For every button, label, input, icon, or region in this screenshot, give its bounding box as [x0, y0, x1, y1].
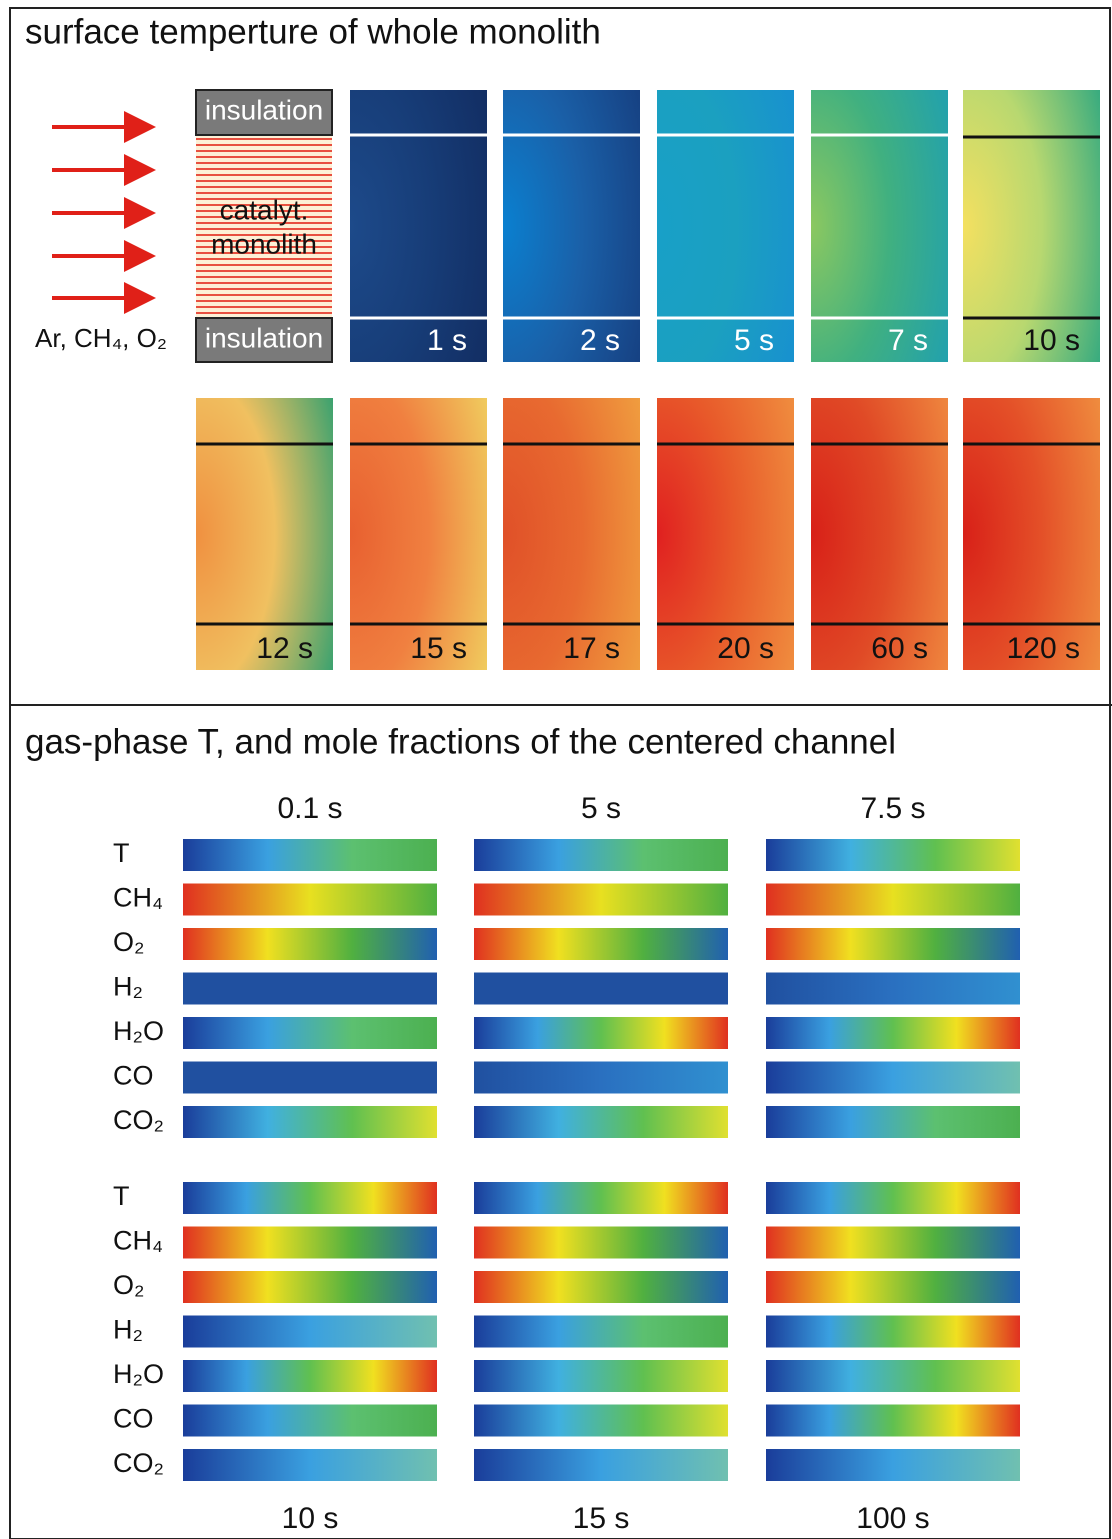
channel-field: [183, 1449, 437, 1481]
channel-field: [474, 1404, 728, 1437]
channel-field: [183, 1315, 437, 1348]
time-label: 20 s: [717, 632, 774, 665]
channel-field: [183, 1360, 437, 1392]
channel-field: [183, 1017, 437, 1049]
surface-snapshot: [657, 90, 794, 362]
insulation-top: [195, 89, 333, 136]
monolith-label: monolith: [211, 228, 317, 259]
time-label: 7.5 s: [860, 792, 925, 825]
channel-field: [766, 883, 1020, 916]
channel-field: [766, 1360, 1020, 1392]
channel-field: [766, 1449, 1020, 1481]
surface-snapshot: [350, 90, 487, 362]
time-label: 5 s: [734, 324, 774, 357]
top-title: surface temperture of whole monolith: [25, 12, 601, 51]
species-label: O₂: [113, 927, 144, 957]
channel-field: [474, 1182, 728, 1214]
species-label: H₂: [113, 1315, 143, 1345]
channel-field: [766, 1404, 1020, 1437]
surface-snapshot: [350, 398, 487, 670]
channel-field: [474, 1106, 728, 1138]
species-label: CO₂: [113, 1448, 164, 1478]
channel-field: [183, 1106, 437, 1138]
species-label: H₂O: [113, 1359, 164, 1389]
time-label: 5 s: [581, 792, 621, 825]
inflow-arrows: [52, 111, 156, 314]
channel-field: [474, 1271, 728, 1303]
channel-field: [474, 883, 728, 916]
channel-field: [474, 928, 728, 960]
species-label: CO: [113, 1404, 154, 1434]
channel-field: [183, 1404, 437, 1437]
time-label: 10 s: [282, 1502, 339, 1535]
surface-snapshot: [196, 398, 333, 670]
monolith: [196, 135, 332, 318]
inflow-label: Ar, CH₄, O₂: [35, 323, 167, 353]
species-label: CO₂: [113, 1105, 164, 1135]
channel-field: [474, 1315, 728, 1348]
channel-field: [766, 839, 1020, 871]
surface-snapshot: [503, 90, 640, 362]
monolith-label: catalyt.: [220, 194, 309, 225]
channel-field: [183, 883, 437, 916]
channel-field: [766, 1182, 1020, 1214]
surface-snapshot: [503, 398, 640, 670]
time-label: 7 s: [888, 324, 928, 357]
time-label: 2 s: [580, 324, 620, 357]
channel-field: [766, 1271, 1020, 1303]
insulation-label: insulation: [205, 94, 323, 125]
channel-field: [183, 1271, 437, 1303]
species-label: O₂: [113, 1270, 144, 1300]
species-label: H₂: [113, 972, 143, 1002]
channel-field: [183, 972, 437, 1005]
channel-field: [183, 1226, 437, 1259]
channel-field: [183, 928, 437, 960]
species-label: T: [113, 1181, 130, 1211]
channel-field: [474, 1360, 728, 1392]
time-label: 12 s: [256, 632, 313, 665]
frame: [9, 7, 1111, 1539]
surface-snapshot: [657, 398, 794, 670]
channel-field: [766, 972, 1020, 1005]
species-label: CH₄: [113, 883, 163, 913]
channel-field: [766, 1061, 1020, 1094]
time-label: 17 s: [563, 632, 620, 665]
surface-snapshot: [811, 90, 948, 362]
time-label: 1 s: [427, 324, 467, 357]
time-label: 10 s: [1023, 324, 1080, 357]
channel-field: [766, 1226, 1020, 1259]
insulation-label: insulation: [205, 322, 323, 353]
time-label: 15 s: [573, 1502, 630, 1535]
channel-field: [766, 1106, 1020, 1138]
channel-field: [474, 1226, 728, 1259]
species-label: H₂O: [113, 1016, 164, 1046]
surface-snapshot: [963, 90, 1100, 362]
species-label: CO: [113, 1061, 154, 1091]
bottom-title: gas-phase T, and mole fractions of the c…: [25, 722, 896, 761]
channel-field: [183, 839, 437, 871]
channel-field: [474, 972, 728, 1005]
species-label: T: [113, 838, 130, 868]
channel-field: [474, 839, 728, 871]
species-label: CH₄: [113, 1226, 163, 1256]
channel-field: [183, 1061, 437, 1094]
channel-field: [474, 1017, 728, 1049]
surface-snapshot: [963, 398, 1100, 670]
channel-field: [766, 1315, 1020, 1348]
time-label: 0.1 s: [277, 792, 342, 825]
time-label: 120 s: [1007, 632, 1080, 665]
surface-snapshot: [811, 398, 948, 670]
channel-field: [474, 1449, 728, 1481]
insulation-bottom: [195, 317, 333, 363]
channel-field: [474, 1061, 728, 1094]
channel-field: [183, 1182, 437, 1214]
time-label: 60 s: [871, 632, 928, 665]
channel-field: [766, 1017, 1020, 1049]
time-label: 15 s: [410, 632, 467, 665]
time-label: 100 s: [856, 1502, 929, 1535]
channel-field: [766, 928, 1020, 960]
